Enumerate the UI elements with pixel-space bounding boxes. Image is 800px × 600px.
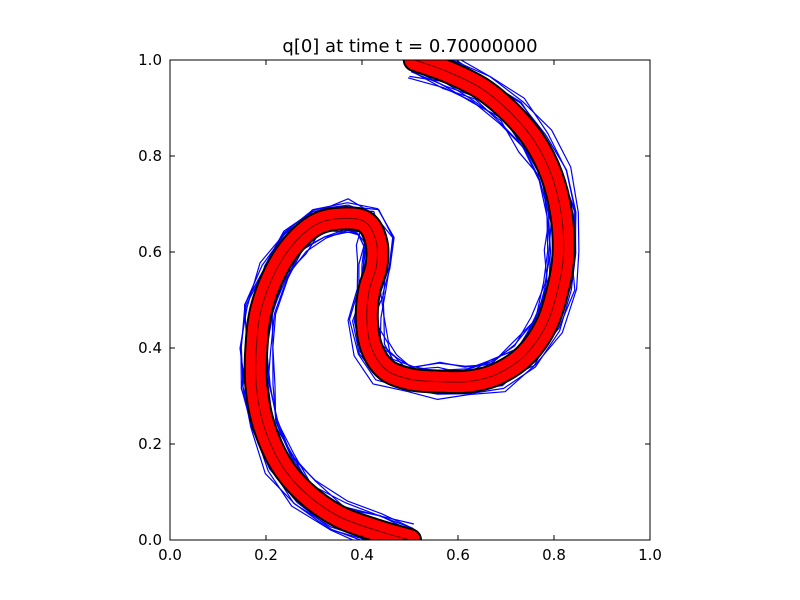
contour-line	[271, 60, 580, 525]
y-tick-label: 0.6	[138, 243, 162, 261]
y-tick-label: 0.2	[138, 435, 162, 453]
y-tick-label: 0.4	[138, 339, 162, 357]
y-tick-label: 0.8	[138, 147, 162, 165]
x-tick-label: 1.0	[638, 546, 662, 564]
x-tick-label: 0.2	[254, 546, 278, 564]
axes-box	[169, 59, 651, 541]
ticks: 0.0 0.2 0.4 0.6 0.8 1.0 0.0 0.2 0.4 0.6 0.8 1.0	[138, 51, 662, 564]
y-tick-label: 0.0	[138, 531, 162, 549]
x-tick-label: 0.4	[350, 546, 374, 564]
x-tick-label: 0.0	[158, 546, 182, 564]
center-line	[255, 60, 565, 540]
x-tick-label: 0.6	[446, 546, 470, 564]
chart-title: q[0] at time t = 0.70000000	[282, 36, 537, 57]
contour-line	[240, 75, 552, 540]
x-tick-label: 0.8	[542, 546, 566, 564]
axes-frame	[169, 59, 651, 541]
y-tick-label: 1.0	[138, 51, 162, 69]
plot-area	[239, 60, 580, 540]
